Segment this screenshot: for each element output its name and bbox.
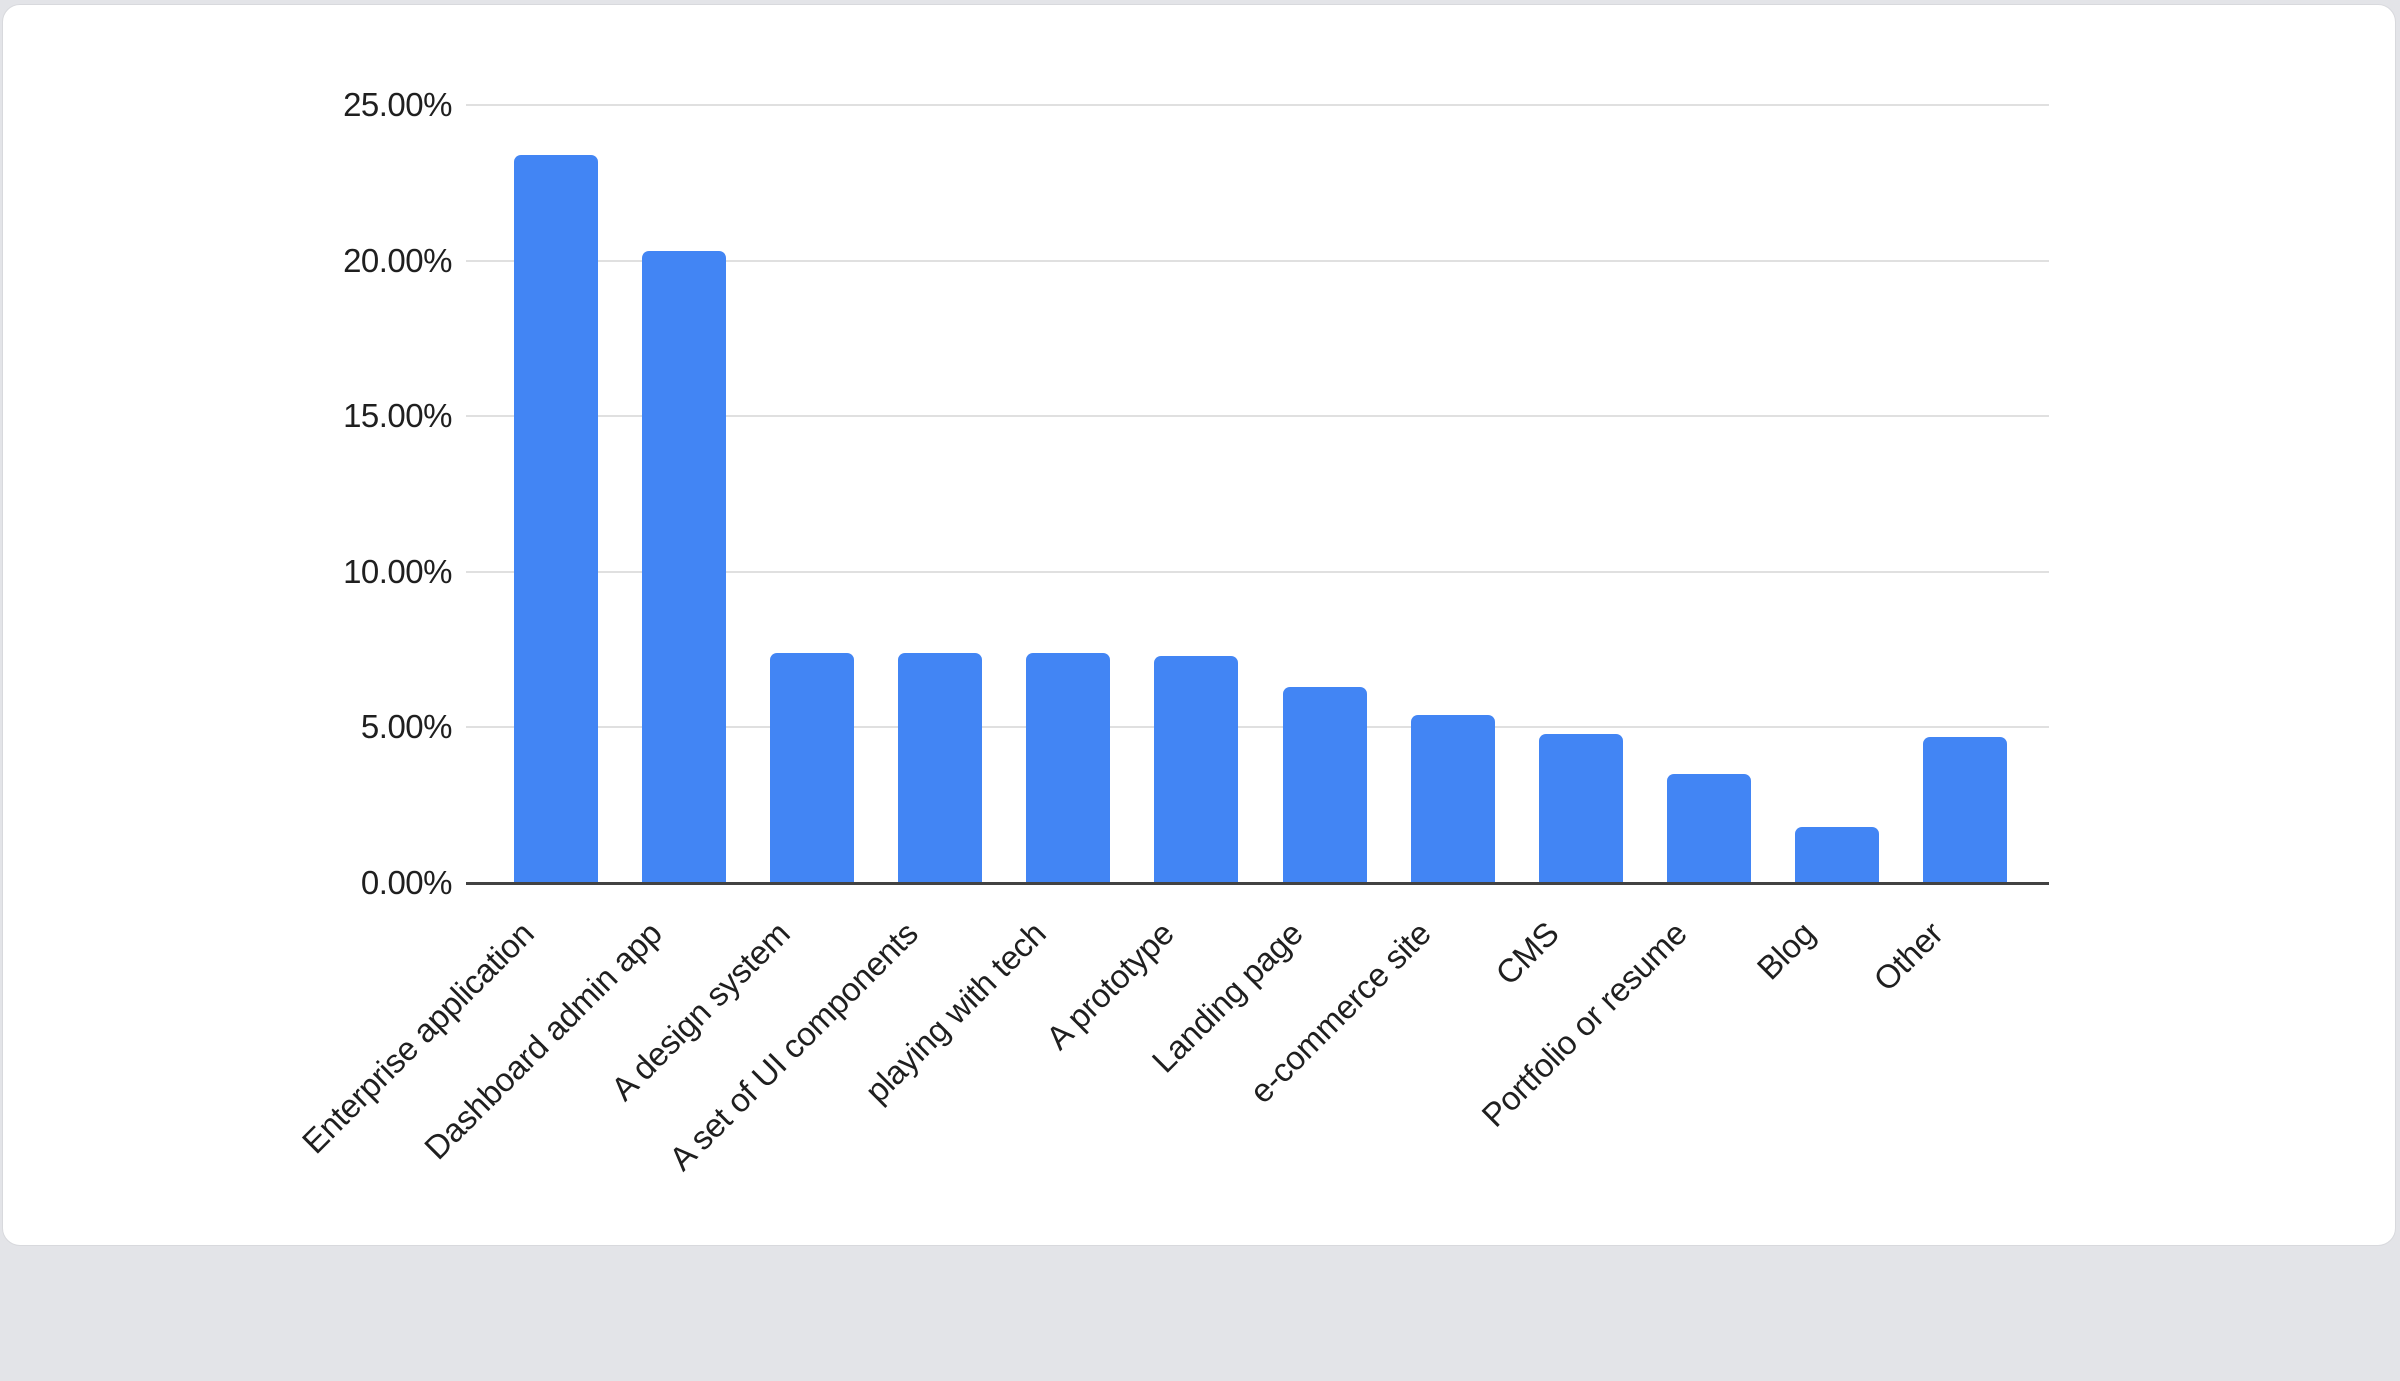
- x-axis-label: Enterprise application: [294, 914, 541, 1161]
- y-tick-label: 5.00%: [360, 708, 453, 746]
- x-axis-label: A design system: [604, 914, 797, 1108]
- x-axis-label: e-commerce site: [1241, 914, 1438, 1111]
- gridline-10: [466, 570, 2049, 573]
- x-axis-label: A prototype: [1039, 914, 1182, 1057]
- bar-e-commerce-site: [1410, 714, 1495, 883]
- x-axis-label: playing with tech: [858, 914, 1054, 1110]
- bar-a-set-of-ui-components: [898, 652, 983, 883]
- gridline-25: [466, 104, 2049, 106]
- gridline-15: [466, 415, 2049, 418]
- gridline-20: [466, 259, 2049, 262]
- bar-a-prototype: [1154, 655, 1239, 883]
- x-axis-label: Dashboard admin app: [417, 914, 669, 1167]
- bar-a-design-system: [770, 652, 855, 883]
- bar-portfolio-or-resume: [1666, 774, 1751, 883]
- x-axis-line: [466, 882, 2049, 885]
- y-tick-label: 25.00%: [343, 86, 452, 123]
- x-axis-label: A set of UI components: [662, 914, 926, 1178]
- y-tick-label: 15.00%: [343, 397, 452, 435]
- bar-landing-page: [1282, 686, 1367, 883]
- x-axis-label: Landing page: [1144, 914, 1310, 1080]
- x-axis-label: Blog: [1749, 914, 1822, 987]
- bar-cms: [1538, 733, 1623, 883]
- y-tick-label: 10.00%: [343, 552, 452, 590]
- x-axis-label: CMS: [1488, 914, 1566, 992]
- gridline-5: [466, 726, 2049, 729]
- bar-playing-with-tech: [1026, 652, 1111, 883]
- chart-card: [2, 4, 2396, 1246]
- bar-other: [1922, 736, 2007, 883]
- y-tick-label: 0.00%: [360, 864, 453, 901]
- bar-dashboard-admin-app: [642, 251, 727, 883]
- bar-chart: 25.00% 20.00% 15.00% 10.00% 5.00% 0.00% Enter…: [295, 86, 2049, 1177]
- x-axis-label: Portfolio or resume: [1474, 914, 1694, 1134]
- bar-enterprise-application: [514, 154, 599, 883]
- x-axis-label: Other: [1866, 914, 1950, 999]
- bar-blog: [1794, 826, 1879, 883]
- y-tick-label: 20.00%: [343, 241, 452, 279]
